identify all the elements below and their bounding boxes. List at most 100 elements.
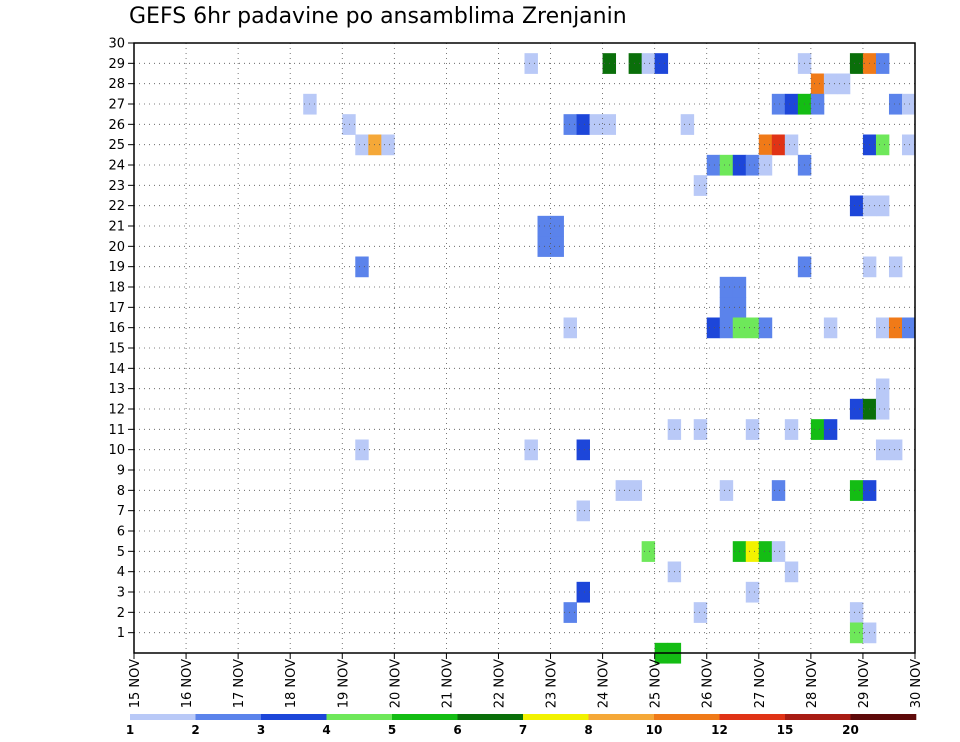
y-tick-label: 10 bbox=[108, 443, 125, 458]
x-tick-label: 27 NOV bbox=[753, 659, 768, 708]
precip-cell bbox=[355, 134, 369, 156]
x-tick-label: 20 NOV bbox=[388, 659, 403, 708]
cells-layer bbox=[303, 53, 916, 664]
y-tick-label: 4 bbox=[117, 565, 125, 580]
y-tick-label: 29 bbox=[108, 57, 125, 72]
y-tick-label: 6 bbox=[117, 525, 125, 540]
precip-cell bbox=[576, 439, 590, 461]
x-axis: 15 NOV 16 NOV 17 NOV 18 NOV 19 NOV 20 NOV 21 N… bbox=[128, 653, 924, 708]
precip-cell bbox=[758, 134, 773, 156]
precip-cell bbox=[875, 378, 890, 400]
precip-cell bbox=[810, 93, 825, 115]
colorbar-label: 20 bbox=[842, 723, 859, 737]
y-tick-label: 25 bbox=[108, 138, 125, 153]
colorbar-label: 1 bbox=[126, 723, 134, 737]
precip-cell bbox=[875, 398, 890, 420]
precip-cell bbox=[615, 480, 630, 501]
colorbar-label: 5 bbox=[388, 723, 396, 737]
y-tick-label: 17 bbox=[108, 301, 125, 316]
colorbar-swatch bbox=[654, 714, 720, 720]
y-tick-label: 24 bbox=[108, 159, 125, 174]
precip-cell bbox=[823, 419, 838, 440]
x-tick-label: 22 NOV bbox=[492, 659, 507, 708]
colorbar: 1 2 3 4 5 6 7 8 10 12 15 20 bbox=[126, 714, 917, 737]
precip-cell bbox=[810, 419, 825, 440]
colorbar-label: 7 bbox=[519, 723, 527, 737]
precip-cell bbox=[875, 53, 890, 74]
precip-cell bbox=[849, 398, 864, 420]
precip-cell bbox=[654, 53, 669, 74]
colorbar-label: 10 bbox=[646, 723, 663, 737]
precip-cell bbox=[524, 439, 538, 461]
x-tick-label: 17 NOV bbox=[232, 659, 247, 708]
precip-cell bbox=[901, 93, 916, 115]
precip-cell bbox=[784, 134, 799, 156]
precip-cell bbox=[550, 215, 564, 237]
precip-cell bbox=[550, 236, 564, 257]
precip-cell bbox=[628, 480, 643, 501]
colorbar-label: 3 bbox=[257, 723, 265, 737]
precip-cell bbox=[836, 73, 851, 95]
precip-cell bbox=[771, 541, 786, 562]
y-tick-label: 26 bbox=[108, 118, 125, 133]
y-tick-label: 30 bbox=[108, 37, 125, 52]
precip-cell bbox=[576, 500, 590, 522]
precip-cell bbox=[719, 480, 734, 501]
precip-cell bbox=[576, 581, 590, 603]
y-tick-label: 23 bbox=[108, 179, 125, 194]
precip-cell bbox=[849, 480, 864, 501]
x-tick-label: 24 NOV bbox=[597, 659, 612, 708]
precip-cell bbox=[745, 154, 760, 176]
x-tick-label: 30 NOV bbox=[909, 659, 924, 708]
precip-cell bbox=[706, 317, 721, 339]
precip-cell bbox=[849, 195, 864, 217]
x-tick-label: 18 NOV bbox=[284, 659, 299, 708]
x-tick-label: 26 NOV bbox=[701, 659, 716, 708]
x-tick-label: 28 NOV bbox=[805, 659, 820, 708]
precip-cell bbox=[771, 480, 786, 501]
y-tick-label: 14 bbox=[108, 362, 125, 377]
colorbar-swatch bbox=[785, 714, 851, 720]
y-tick-label: 11 bbox=[108, 423, 125, 438]
y-tick-label: 8 bbox=[117, 484, 125, 499]
precip-cell bbox=[355, 256, 369, 278]
precip-cell bbox=[706, 154, 721, 176]
x-tick-label: 16 NOV bbox=[180, 659, 195, 708]
precip-cell bbox=[693, 175, 708, 196]
precip-cell bbox=[875, 317, 890, 339]
precip-cell bbox=[823, 73, 838, 95]
y-tick-label: 13 bbox=[108, 382, 125, 397]
precip-cell bbox=[784, 561, 799, 583]
x-tick-label: 25 NOV bbox=[649, 659, 664, 708]
y-tick-label: 1 bbox=[117, 626, 125, 641]
y-tick-label: 12 bbox=[108, 403, 125, 418]
precip-cell bbox=[745, 419, 760, 440]
precip-cell bbox=[875, 195, 890, 217]
precip-cell bbox=[901, 134, 916, 156]
precip-cell bbox=[368, 134, 382, 156]
precip-cell bbox=[342, 114, 356, 135]
colorbar-swatch bbox=[392, 714, 458, 720]
precip-cell bbox=[719, 154, 734, 176]
colorbar-swatch bbox=[457, 714, 524, 720]
colorbar-swatch bbox=[719, 714, 786, 720]
x-tick-label: 15 NOV bbox=[128, 659, 143, 708]
x-tick-label: 19 NOV bbox=[336, 659, 351, 708]
precip-cell bbox=[771, 134, 786, 156]
colorbar-swatch bbox=[326, 714, 393, 720]
x-tick-label: 29 NOV bbox=[857, 659, 872, 708]
y-tick-label: 21 bbox=[108, 220, 125, 235]
precip-cell bbox=[784, 93, 799, 115]
colorbar-label: 15 bbox=[777, 723, 794, 737]
precip-cell bbox=[875, 439, 890, 461]
precip-cell bbox=[563, 602, 577, 623]
y-tick-label: 3 bbox=[117, 586, 125, 601]
precip-cell bbox=[758, 154, 773, 176]
precip-cell bbox=[719, 297, 734, 318]
colorbar-swatch bbox=[261, 714, 327, 720]
colorbar-label: 6 bbox=[453, 723, 461, 737]
y-tick-label: 28 bbox=[108, 77, 125, 92]
colorbar-label: 2 bbox=[191, 723, 199, 737]
grid-layer bbox=[134, 43, 915, 653]
precip-cell bbox=[758, 541, 773, 562]
